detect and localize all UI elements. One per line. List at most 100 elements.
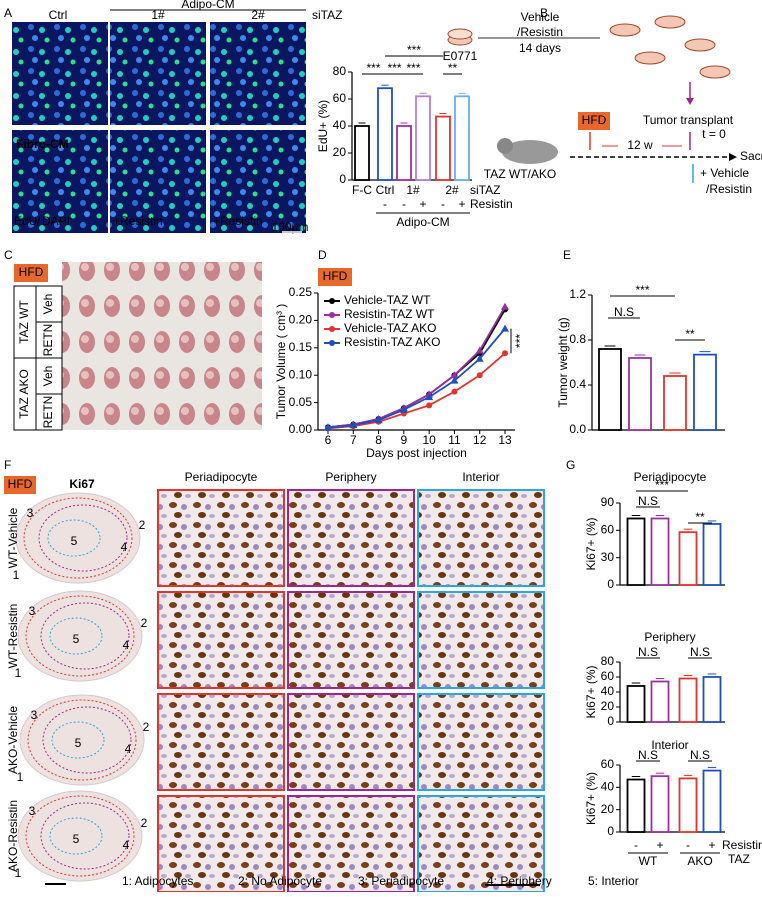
timeline-zero: t = 0	[702, 127, 726, 141]
injection: + Vehicle	[700, 166, 749, 180]
marker	[399, 405, 408, 413]
bar	[650, 680, 670, 723]
micrograph	[12, 22, 108, 125]
tumor-section	[17, 590, 143, 682]
region-number: 3	[31, 708, 38, 722]
y-tick-label: 30	[601, 550, 615, 564]
y-tick-label: 0.05	[289, 395, 313, 409]
x-tick-label: 1#	[406, 183, 420, 197]
row-label: AKO-Resistin	[6, 800, 20, 872]
hfd-box	[318, 268, 352, 286]
treatment: /Resistin	[517, 25, 563, 39]
marker	[450, 376, 459, 384]
mouse	[497, 138, 513, 154]
significance: N.S	[690, 748, 710, 762]
legend-label: Vehicle-TAZ WT	[344, 293, 431, 307]
dish	[699, 65, 731, 79]
treatment-label: Veh	[41, 294, 55, 315]
region-number: 5	[73, 832, 80, 846]
marker	[502, 350, 508, 357]
x-axis-label: Days post injection	[366, 446, 467, 460]
x-tick-label: +	[708, 838, 715, 852]
column-label: Ctrl	[49, 8, 68, 22]
y-tick-label: 90	[601, 495, 615, 509]
region-number: 1	[15, 866, 22, 880]
stain-label: Ki67	[69, 477, 95, 491]
ihc-image	[287, 591, 415, 689]
panel-label: E	[563, 248, 571, 262]
dish	[684, 38, 716, 52]
y-axis-label: Ki67+ (%)	[584, 517, 598, 570]
significance: **	[695, 510, 705, 524]
region-number: 3	[29, 804, 36, 818]
micrograph	[210, 130, 306, 233]
y-tick-label: 0.8	[569, 332, 586, 346]
region-number: 3	[29, 604, 36, 618]
row-label: TAZ	[728, 852, 750, 866]
row-label: WT-Vehicle	[6, 507, 20, 568]
significance: N.S	[690, 645, 710, 659]
y-tick-label: 80	[601, 654, 615, 668]
ihc-image	[417, 693, 545, 791]
x-tick-label: 7	[350, 433, 357, 447]
hfd-box	[4, 476, 36, 494]
chart-title: Periadipocyte	[634, 470, 707, 484]
y-axis-label: Tumor weight (g)	[556, 317, 570, 407]
y-tick-label: 20	[333, 145, 347, 159]
dish	[654, 15, 686, 29]
x-tick-label: 11	[448, 433, 461, 447]
x-tick-label: 12	[473, 433, 487, 447]
panel-label: F	[4, 458, 11, 472]
bar	[650, 517, 670, 586]
treatment-label: RETN	[41, 396, 55, 429]
significance: N.S	[638, 494, 658, 508]
mouse-label: TAZ WT/AKO	[484, 167, 556, 181]
ihc-image	[417, 591, 545, 689]
outline-periphery	[40, 802, 130, 870]
y-tick-label: 80	[333, 64, 347, 78]
region-number: 3	[27, 506, 34, 520]
ihc-image	[157, 489, 285, 587]
legend-label: Resistin-TAZ AKO	[344, 335, 440, 349]
y-tick-label: 0.10	[289, 367, 313, 381]
row-label: Resistin	[470, 197, 513, 211]
outline-interior	[51, 721, 105, 759]
bar	[702, 523, 722, 586]
ihc-image	[287, 489, 415, 587]
y-tick-label: 0	[607, 714, 614, 728]
x-tick-label: +	[419, 197, 426, 211]
mouse	[502, 140, 558, 164]
ihc-image	[157, 795, 285, 893]
legend-swatch	[329, 340, 335, 346]
y-tick-label: 0	[339, 172, 346, 186]
marker	[451, 388, 458, 395]
bar	[598, 348, 622, 431]
ihc-image	[287, 795, 415, 893]
y-tick-label: 1.2	[569, 287, 586, 301]
legend-item: 2: No Adipocyte	[238, 874, 322, 888]
outline-periadipocyte	[23, 497, 133, 579]
stain-label: EdU	[14, 214, 37, 228]
bar	[454, 95, 470, 181]
arrow-head	[729, 153, 737, 161]
region-number: 2	[141, 816, 148, 830]
column-header: Periadipocyte	[185, 470, 258, 484]
bar	[678, 677, 698, 723]
y-tick-label: 0.0	[569, 422, 586, 436]
panel-label: D	[318, 248, 327, 262]
y-axis-label: Ki67+ (%)	[584, 772, 598, 825]
row-label: Resistin	[722, 838, 762, 852]
region-number: 4	[121, 540, 128, 554]
significance: **	[685, 327, 695, 341]
legend-label: Vehicle-TAZ AKO	[344, 321, 436, 335]
timeline-duration: 12 w	[627, 138, 653, 152]
significance: ***	[655, 478, 669, 492]
timeline-event: Tumor transplant	[643, 113, 734, 127]
outline-interior	[49, 817, 103, 855]
bar	[377, 87, 393, 181]
stain-label: DAPI	[42, 214, 70, 228]
x-tick-label: -	[634, 838, 638, 852]
significance: ***	[366, 61, 380, 75]
region-number: 1	[15, 666, 22, 680]
